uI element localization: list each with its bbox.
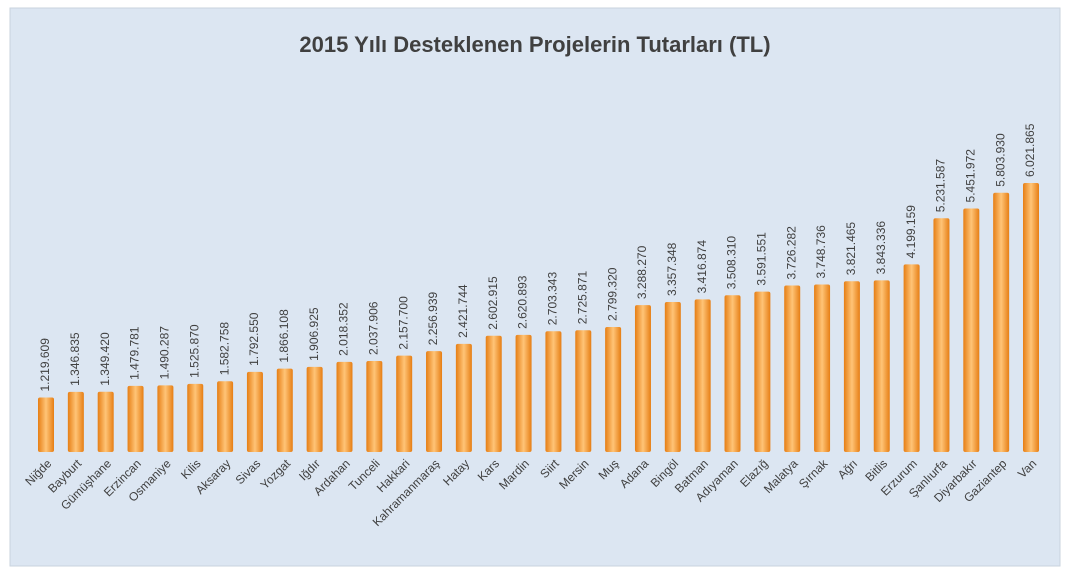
value-label: 6.021.865: [1023, 123, 1037, 177]
value-label: 1.792.550: [247, 312, 261, 366]
bar: [694, 299, 711, 452]
bar: [67, 391, 84, 452]
value-label: 3.357.348: [665, 242, 679, 296]
value-label: 1.866.108: [277, 309, 291, 363]
bar: [843, 281, 860, 452]
value-label: 3.416.874: [695, 240, 709, 294]
value-label: 1.219.609: [38, 338, 52, 392]
bar: [485, 335, 502, 452]
bar: [605, 326, 622, 452]
bar: [336, 361, 353, 452]
value-label: 3.843.336: [874, 221, 888, 275]
value-label: 2.256.939: [426, 291, 440, 345]
value-label: 1.490.287: [158, 326, 172, 380]
bar: [575, 330, 592, 452]
bar: [187, 383, 204, 452]
value-label: 3.508.310: [725, 236, 739, 290]
value-label: 1.479.781: [128, 326, 142, 380]
bar: [724, 295, 741, 452]
value-label: 3.821.465: [844, 222, 858, 276]
value-label: 2.799.320: [605, 267, 619, 321]
value-label: 4.199.159: [904, 205, 918, 259]
bar: [38, 397, 54, 452]
bar: [246, 371, 263, 452]
value-label: 3.288.270: [635, 245, 649, 299]
value-label: 5.451.972: [963, 149, 977, 203]
bar: [306, 366, 323, 452]
bar: [963, 208, 980, 452]
value-label: 2.157.700: [396, 296, 410, 350]
bar: [784, 285, 801, 452]
bar: [276, 368, 293, 452]
bar: [754, 291, 771, 452]
bar: [1023, 183, 1039, 452]
value-label: 3.748.736: [814, 225, 828, 279]
value-label: 5.803.930: [993, 133, 1007, 187]
bar: [217, 381, 234, 452]
chart-title: 2015 Yılı Desteklenen Projelerin Tutarla…: [299, 32, 770, 57]
bar: [157, 385, 174, 452]
value-label: 5.231.587: [934, 159, 948, 213]
value-label: 1.346.835: [68, 332, 82, 386]
bar: [127, 385, 144, 452]
bar: [933, 218, 950, 452]
bar: [993, 192, 1010, 452]
bar: [903, 264, 920, 452]
value-label: 2.703.343: [546, 272, 560, 326]
value-label: 2.620.893: [516, 275, 530, 329]
value-label: 1.525.870: [187, 324, 201, 378]
value-label: 1.582.758: [217, 322, 231, 376]
bar: [545, 331, 562, 452]
bar: [426, 351, 443, 452]
bar: [515, 334, 532, 452]
bar: [396, 355, 413, 452]
bar: [814, 284, 831, 452]
bar: [664, 302, 681, 452]
value-label: 2.602.915: [486, 276, 500, 330]
bar: [873, 280, 890, 452]
value-label: 2.037.906: [367, 301, 381, 355]
value-label: 2.421.744: [456, 284, 470, 338]
bar: [634, 305, 651, 452]
bar: [366, 360, 383, 452]
value-label: 2.725.871: [575, 271, 589, 325]
value-label: 3.726.282: [784, 226, 798, 280]
bar: [455, 343, 472, 452]
value-label: 3.591.551: [755, 232, 769, 286]
bar: [97, 391, 114, 452]
value-label: 1.349.420: [98, 332, 112, 386]
value-label: 2.018.352: [337, 302, 351, 356]
value-label: 1.906.925: [307, 307, 321, 361]
